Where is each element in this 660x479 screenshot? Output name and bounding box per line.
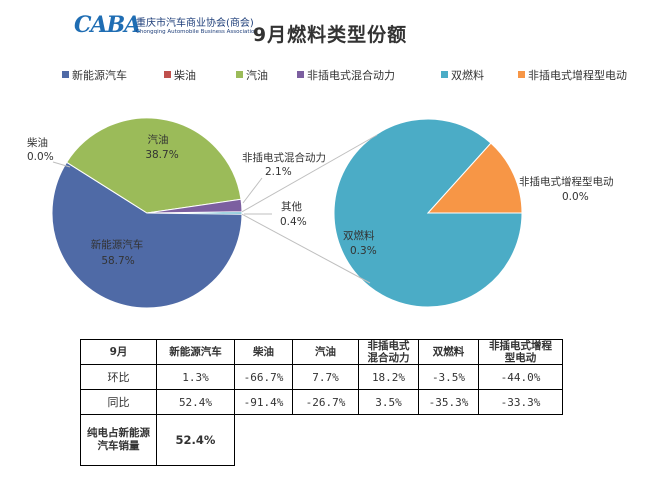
table-row: 同比 52.4% -91.4% -26.7% 3.5% -35.3% -33.3…	[80, 389, 563, 415]
table-header-cell: 非插电式增程型电动	[478, 339, 563, 365]
data-label-gasoline-value: 38.7%	[145, 149, 178, 161]
table-header-cell: 汽油	[292, 339, 359, 365]
data-label-nev-value: 58.7%	[101, 255, 134, 267]
table-row: 环比 1.3% -66.7% 7.7% 18.2% -3.5% -44.0%	[80, 364, 563, 390]
header-text: 非插电式增程型电动	[489, 340, 552, 364]
table-cell: -66.7%	[234, 364, 293, 390]
table-cell: -44.0%	[478, 364, 563, 390]
legend-swatch-diesel	[164, 71, 171, 78]
leader-line-phev	[242, 177, 263, 204]
data-label-dual-fuel-value: 0.3%	[350, 245, 377, 257]
logo-mark: CABA	[74, 12, 141, 38]
table-cell: 7.7%	[292, 364, 359, 390]
data-label-phev-value: 2.1%	[265, 166, 292, 178]
table-cell: 3.5%	[358, 389, 419, 415]
table-blank	[235, 415, 563, 466]
data-label-dual-fuel-name: 双燃料	[343, 229, 375, 242]
legend-swatch-nev	[62, 71, 69, 78]
data-label-diesel-name: 柴油	[27, 136, 48, 149]
header-text: 非插电式混合动力	[367, 340, 410, 364]
legend-label-nev: 新能源汽车	[72, 68, 127, 82]
table-header-row: 9月 新能源汽车 柴油 汽油 非插电式混合动力 双燃料 非插电式增程型电动	[80, 339, 563, 365]
note-label-text: 纯电占新能源汽车销量	[87, 427, 150, 452]
data-label-erev-name: 非插电式增程型电动	[519, 175, 614, 188]
legend-label-phev: 非插电式混合动力	[307, 68, 395, 82]
note-label: 纯电占新能源汽车销量	[80, 414, 157, 466]
logo-name-en: Chongqing Automobile Business Associatio…	[136, 29, 258, 35]
data-label-gasoline-name: 汽油	[148, 133, 169, 146]
table-cell: 18.2%	[358, 364, 419, 390]
data-label-other-name: 其他	[281, 200, 302, 213]
table-cell: -33.3%	[478, 389, 563, 415]
pie-of-pie-chart: 新能源汽车 柴油 汽油 非插电式混合动力 双燃料 非插电式增程型电动柴油0.0%汽油38.…	[27, 68, 627, 309]
legend-label-erev: 非插电式增程型电动	[528, 68, 627, 82]
pie-slice-erev	[426, 142, 523, 214]
table-row: 纯电占新能源汽车销量 52.4%	[80, 414, 563, 466]
data-label-diesel-value: 0.0%	[27, 151, 54, 163]
legend-label-dual-fuel: 双燃料	[451, 68, 484, 82]
data-label-nev-name: 新能源汽车	[91, 238, 144, 251]
table-cell: 52.4%	[156, 389, 235, 415]
note-value: 52.4%	[156, 414, 235, 466]
table-cell: 1.3%	[156, 364, 235, 390]
table-header-cell: 新能源汽车	[156, 339, 235, 365]
pie-slice-gasoline	[65, 117, 242, 214]
table-cell: -91.4%	[234, 389, 293, 415]
legend-swatch-erev	[518, 71, 525, 78]
table-header-cell: 9月	[80, 339, 157, 365]
logo-name-cn: 重庆市汽车商业协会(商会)	[136, 18, 254, 29]
table-header-cell: 柴油	[234, 339, 293, 365]
chart-title: 9月燃料类型份额	[252, 24, 408, 46]
legend-label-diesel: 柴油	[174, 68, 196, 82]
connector-line-bottom	[241, 213, 371, 284]
table-cell: -35.3%	[418, 389, 479, 415]
table-header-cell: 非插电式混合动力	[358, 339, 419, 365]
association-logo: CABA 重庆市汽车商业协会(商会) Chongqing Automobile …	[74, 12, 264, 42]
leader-line-diesel	[52, 161, 71, 168]
table-header-cell: 双燃料	[418, 339, 479, 365]
legend-label-gasoline: 汽油	[246, 68, 268, 82]
data-label-other-value: 0.4%	[280, 216, 307, 228]
data-label-erev-value: 0.0%	[562, 191, 589, 203]
legend-swatch-dual-fuel	[441, 71, 448, 78]
table-cell: -3.5%	[418, 364, 479, 390]
pie-slice-nev	[51, 161, 243, 309]
growth-table: 9月 新能源汽车 柴油 汽油 非插电式混合动力 双燃料 非插电式增程型电动 环比…	[80, 339, 563, 466]
row-label: 同比	[80, 389, 157, 415]
legend-swatch-gasoline	[236, 71, 243, 78]
legend-swatch-phev	[297, 71, 304, 78]
data-label-phev-name: 非插电式混合动力	[242, 151, 326, 164]
connector-line-top	[241, 134, 378, 213]
row-label: 环比	[80, 364, 157, 390]
table-cell: -26.7%	[292, 389, 359, 415]
